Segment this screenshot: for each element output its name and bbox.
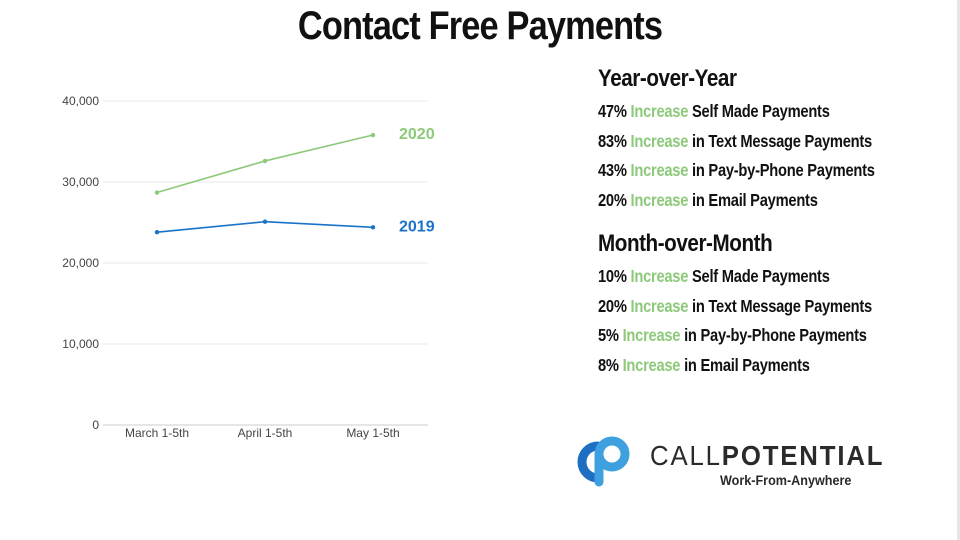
stat-line: 5% Increase in Pay-by-Phone Payments [598, 325, 867, 345]
stat-line: 10% Increase Self Made Payments [598, 266, 830, 286]
series-line-2020 [156, 134, 374, 194]
stats-panel: Year-over-Year 47% Increase Self Made Pa… [598, 64, 938, 394]
y-tick-label: 30,000 [62, 175, 99, 189]
data-point-2019 [370, 225, 376, 230]
x-tick-label: March 1-5th [125, 426, 189, 440]
logo-wordmark: CALLPOTENTIAL [650, 440, 885, 471]
right-edge-divider [957, 0, 960, 540]
line-chart: 0 10,000 20,000 30,000 40,000 March 1-5th Apri… [62, 94, 435, 440]
data-point-2019 [154, 230, 160, 235]
page-title: Contact Free Payments [297, 4, 663, 48]
stats-section-mom: Month-over-Month 10% Increase Self Made … [598, 229, 938, 380]
data-point-2020 [262, 158, 268, 164]
y-tick-label: 40,000 [62, 94, 99, 108]
section-heading: Year-over-Year [598, 65, 737, 92]
x-tick-label: April 1-5th [238, 426, 293, 440]
series-label-2019: 2019 [399, 218, 435, 235]
series-label-2020: 2020 [399, 126, 435, 143]
data-point-2019 [262, 219, 268, 224]
data-point-2020 [154, 190, 160, 195]
stat-line: 8% Increase in Email Payments [598, 354, 810, 375]
stat-line: 20% Increase in Text Message Payments [598, 295, 872, 316]
data-point-2020 [370, 132, 376, 138]
stat-line: 43% Increase in Pay-by-Phone Payments [598, 160, 875, 180]
y-tick-label: 20,000 [62, 256, 99, 270]
y-tick-label: 0 [92, 418, 99, 432]
section-heading: Month-over-Month [598, 230, 773, 257]
stat-line: 20% Increase in Email Payments [598, 189, 818, 210]
company-logo: CALLPOTENTIAL Work-From-Anywhere [572, 432, 892, 492]
stat-line: 83% Increase in Text Message Payments [598, 130, 872, 151]
logo-tagline: Work-From-Anywhere [720, 472, 852, 488]
stats-section-yoy: Year-over-Year 47% Increase Self Made Pa… [598, 64, 938, 215]
cp-logo-icon [577, 436, 630, 487]
x-tick-label: May 1-5th [346, 426, 399, 440]
y-tick-label: 10,000 [62, 337, 99, 351]
stat-line: 47% Increase Self Made Payments [598, 101, 830, 121]
